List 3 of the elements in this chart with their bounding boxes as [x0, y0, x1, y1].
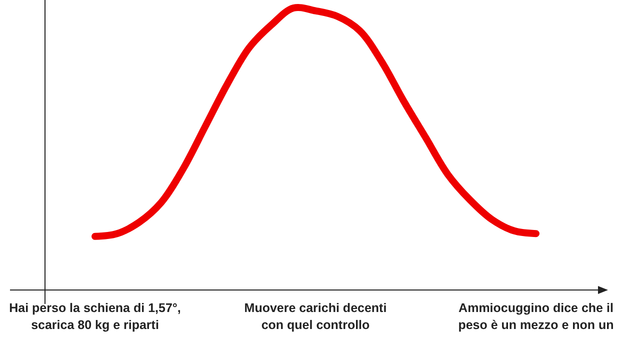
x-tick-label: Ammiocuggino dice che il peso è un mezzo e non un — [458, 301, 614, 332]
x-tick-label: Muovere carichi decenti con quel controllo — [244, 301, 387, 332]
x-tick-label: Hai perso la schiena di 1,57°, scarica 80 kg e riparti — [9, 301, 181, 332]
